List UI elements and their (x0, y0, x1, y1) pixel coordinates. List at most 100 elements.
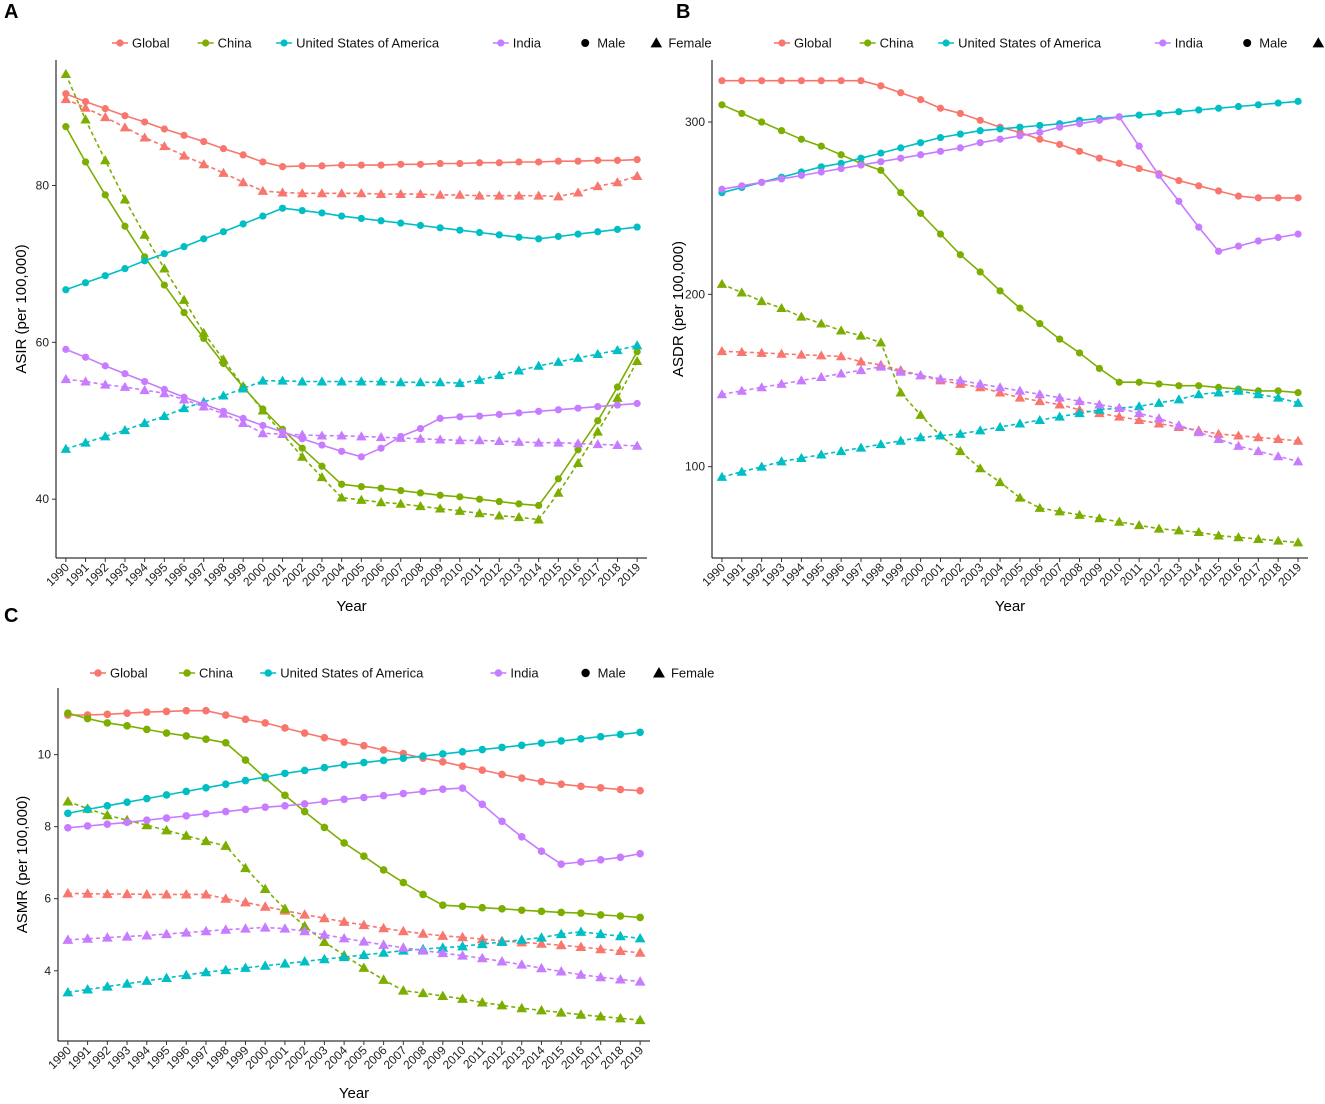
legend-label-male: Male (1259, 36, 1287, 51)
panel-b-series-china-male-point (1195, 382, 1203, 390)
panel-b-series-global-female-point (1153, 418, 1165, 428)
legend-key-china (202, 39, 210, 47)
panel-b-series-china-male-point (1155, 380, 1163, 388)
panel-a-series-china-female-point (494, 510, 505, 520)
panel-a-series-india-female-point (159, 388, 170, 398)
panel-c-series-global-male-point (616, 785, 625, 794)
panel-a-series-united-states-of-america-male-point (318, 209, 326, 217)
panel-a-series-india-female-point (198, 401, 209, 411)
legend-key-united-states-of-america (942, 39, 950, 47)
panel-a-series-united-states-of-america-male-point (160, 250, 168, 258)
panel-c-series-china-female-point (378, 974, 389, 984)
panel-b-series-china-male-point (897, 189, 905, 197)
panel-c-series-india-male-point (458, 784, 467, 792)
panel-c-series-china-male-point (241, 756, 250, 764)
panel-a-series-india-female-line (65, 378, 638, 447)
panel-a-series-india-male-point (357, 453, 365, 461)
panel-b-series-china-female-point (895, 387, 906, 397)
panel-a-series-united-states-of-america-male-point (141, 257, 149, 265)
panel-b-series-united-states-of-america-female-point (1213, 387, 1224, 397)
panel-a-series-global-male-point (594, 156, 602, 164)
panel-c-series-united-states-of-america-female-point (161, 972, 172, 983)
panel-b-series-china-female-point (1292, 537, 1304, 547)
legend-label-china: China (218, 36, 253, 51)
panel-c-series-global-female-point (437, 930, 449, 940)
legend-label-china: China (199, 666, 234, 681)
panel-a-series-united-states-of-america-female-point (60, 443, 72, 453)
panel-c-series-global-male-point (517, 774, 526, 782)
panel-b-series-china-male-point (817, 142, 825, 150)
panel-c-series-united-states-of-america-male-point (241, 776, 250, 785)
panel-c-series-india-male-point (596, 856, 605, 864)
panel-c-series-china-male-point (399, 878, 408, 887)
panel-c-series-united-states-of-america-female-point (378, 947, 389, 957)
panel-a-series-india-male-point (259, 421, 267, 430)
panel-c-y-tick-label: 10 (38, 748, 52, 762)
panel-b-series-china-male-point (797, 135, 806, 143)
panel-a-series-global-male-point (101, 105, 109, 113)
panel-a-series-china-female-point (572, 457, 584, 468)
panel-c-series-india-female-point (259, 922, 271, 932)
panel-b-series-india-female-point (935, 373, 946, 383)
panel-a-series-global-female-point (100, 112, 111, 122)
panel-a-series-china-female-point (395, 498, 406, 508)
panel-b-series-global-male-point (897, 89, 905, 97)
panel-a-series-united-states-of-america-female-point (631, 340, 643, 350)
panel-a-series-global-female-point (119, 122, 131, 132)
panel-a-series-india-male-point (456, 413, 464, 421)
panel-a-series-india-male-point (554, 406, 562, 414)
legend-label-united-states-of-america: United States of America (958, 36, 1102, 51)
panel-c-series-china-male-point (439, 901, 447, 910)
panel-c-series-china-male-point (596, 911, 605, 919)
panel-a-series-united-states-of-america-female-point (159, 410, 170, 420)
panel-b-series-india-male-point (877, 158, 885, 166)
panel-b-series-global-male-point (718, 77, 726, 85)
panel-b-series-india-male-point (996, 135, 1004, 143)
panel-c-series-india-male-point (300, 800, 309, 808)
panel-c-series-india-male-point (340, 795, 348, 804)
panel-b-series-global-male-point (758, 77, 766, 85)
panel-b-y-tick-label: 200 (685, 287, 705, 301)
panel-b-series-india-male-point (797, 171, 806, 180)
panel-b-series-india-male-point (1175, 197, 1183, 205)
panel-c-series-china-female-point (240, 862, 251, 873)
panel-a-series-china-male-line (65, 126, 638, 507)
panel-c-series-china-male-point (517, 906, 526, 915)
panel-a-series-global-male-point (436, 159, 444, 168)
panel-a-series-united-states-of-america-female-point (415, 377, 426, 387)
panel-a-series-china-male-point (377, 484, 385, 492)
panel-b-series-united-states-of-america-female-point (955, 428, 966, 438)
panel-b-series-global-female-point (994, 387, 1006, 397)
panel-a-series-united-states-of-america-male-point (338, 212, 346, 220)
panel-c-series-china-female-point (575, 1009, 587, 1019)
panel-c-series-china-female-point (62, 796, 74, 806)
panel-b-series-united-states-of-america-male-point (897, 144, 905, 152)
panel-a-series-united-states-of-america-male-point (81, 279, 90, 287)
panel-a-series-global-male-point (495, 159, 503, 167)
panel-b-series-united-states-of-america-female-point (1094, 404, 1105, 414)
panel-a-series-china-male-point (416, 489, 425, 497)
panel-a-series-united-states-of-america-male-point (200, 235, 208, 243)
panel-b-series-china-female-point (875, 337, 887, 347)
panel-b-series-global-female-point (1292, 435, 1304, 445)
panel-a-series-india-male-point (515, 409, 523, 417)
panel-a-y-tick-label: 60 (36, 335, 50, 349)
panel-a-series-china-female-point (513, 512, 525, 522)
panel-a-series-india-female-point (178, 394, 190, 404)
panel-b-series-india-female-point (1292, 456, 1304, 466)
panel-b-series-china-female-point (796, 311, 807, 321)
panel-c-series-global-female-point (358, 919, 370, 930)
panel-c-series-china-male-point (478, 903, 487, 912)
panel-b-series-china-male-point (1135, 378, 1143, 386)
panel-a-series-india-male-point (475, 412, 484, 420)
panel-a-series-global-male-point (81, 97, 90, 106)
panel-c-series-china-male-point (83, 714, 92, 723)
panel-b-series-global-male-point (777, 77, 786, 85)
panel-c-series-india-male-point (636, 849, 644, 858)
panel-b-series-china-male-point (996, 287, 1004, 295)
panel-c-series-global-female-point (615, 945, 626, 955)
panel-b-series-india-female-point (1074, 395, 1085, 406)
panel-a-series-global-male-point (416, 160, 425, 168)
legend-key-male-circle (1243, 39, 1252, 47)
